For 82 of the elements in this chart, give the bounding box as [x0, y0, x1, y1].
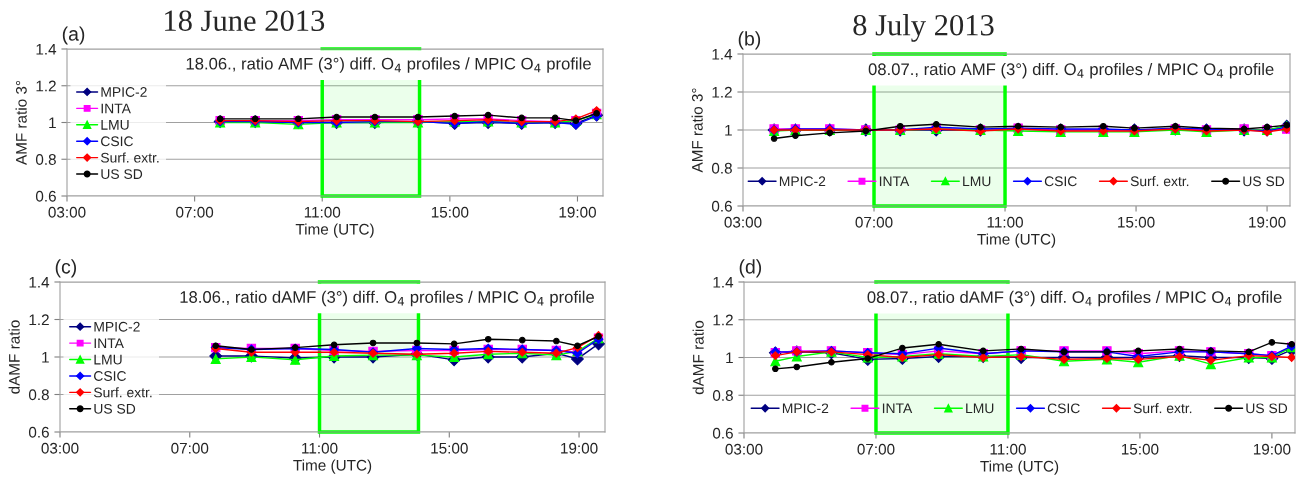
x-axis-title: Time (UTC)	[980, 460, 1059, 475]
y-tick-label: 1.2	[713, 314, 733, 326]
legend-label: MPIC-2	[101, 87, 147, 97]
y-axis-title: AMF ratio 3°	[691, 88, 703, 173]
legend-label: Surf. extr.	[93, 387, 152, 398]
y-tick-label: 1.2	[36, 80, 56, 92]
y-tick-label: 0.6	[28, 426, 49, 438]
legend-label: CSIC	[1044, 176, 1077, 187]
text: 8 July 2013	[853, 14, 994, 42]
y-tick-label: 1.2	[712, 86, 732, 98]
chart-title: 18.06., ratio dAMF (3°) diff. O$_{4}$ profiles / MPIC O$_{4}$ profile	[180, 290, 594, 307]
x-tick-label: 11:00	[304, 206, 341, 218]
x-tick-label: 07:00	[855, 216, 893, 228]
legend-label: Surf. extr.	[1130, 176, 1189, 187]
x-tick-label: 19:00	[1253, 443, 1291, 455]
x-tick-label: 03:00	[41, 442, 79, 454]
legend-label: Surf. extr.	[100, 152, 159, 163]
y-tick-label: 1.4	[713, 277, 734, 288]
legend-label: LMU	[966, 403, 994, 414]
y-axis-title: dAMF ratio	[8, 320, 20, 394]
x-tick-label: 03:00	[724, 216, 762, 228]
y-axis-title: dAMF ratio	[692, 320, 704, 395]
legend-label: MPIC-2	[94, 321, 140, 332]
text: (b)	[738, 31, 761, 50]
x-tick-label: 15:00	[1121, 443, 1159, 455]
text: (c)	[55, 259, 77, 278]
legend-label: US SD	[94, 403, 136, 414]
x-tick-label: 19:00	[559, 206, 596, 218]
y-tick-label: 0.6	[711, 200, 732, 212]
y-tick-label: 0.6	[712, 427, 733, 439]
x-tick-label: 19:00	[1249, 216, 1286, 228]
legend-label: INTA	[882, 403, 913, 414]
x-tick-label: 07:00	[171, 442, 209, 454]
x-axis-title: Time (UTC)	[977, 233, 1056, 248]
y-tick-label: 1	[726, 352, 733, 364]
chart-title: 08.07., ratio dAMF (3°) diff. O$_{4}$ profiles / MPIC O$_{4}$ profile	[867, 290, 1282, 307]
x-tick-label: 07:00	[176, 206, 214, 218]
y-tick-label: 0.8	[712, 390, 733, 401]
legend-label: Surf. extr.	[1133, 403, 1192, 414]
legend-label: LMU	[101, 120, 129, 130]
x-tick-label: 15:00	[431, 206, 469, 218]
y-tick-label: 1	[42, 352, 49, 363]
x-tick-label: 15:00	[1118, 216, 1155, 228]
x-axis-title: Time (UTC)	[293, 459, 372, 474]
y-tick-label: 1.2	[29, 314, 49, 326]
y-tick-label: 1.4	[29, 277, 50, 288]
chart-title: 18.06., ratio AMF (3°) diff. O$_{4}$ profiles / MPIC O$_{4}$ profile	[186, 57, 591, 73]
legend-label: US SD	[101, 169, 143, 180]
y-tick-label: 1.4	[712, 49, 733, 60]
legend-label: CSIC	[94, 371, 126, 381]
x-tick-label: 03:00	[725, 443, 763, 455]
x-tick-label: 03:00	[48, 206, 86, 218]
legend-label: US SD	[1246, 403, 1288, 414]
x-tick-label: 19:00	[561, 442, 598, 454]
x-axis-title: Time (UTC)	[295, 223, 374, 238]
legend-label: CSIC	[101, 136, 133, 147]
x-tick-label: 11:00	[987, 216, 1023, 228]
legend-label: LMU	[963, 176, 991, 187]
text: (a)	[62, 26, 85, 45]
legend-label: CSIC	[1047, 403, 1080, 414]
legend-label: US SD	[1243, 176, 1285, 187]
legend-label: LMU	[94, 354, 122, 365]
legend-label: INTA	[879, 176, 910, 187]
y-tick-label: 1	[49, 117, 56, 129]
y-axis-title: AMF ratio 3°	[15, 80, 27, 165]
y-tick-label: 0.6	[35, 190, 56, 202]
y-tick-label: 0.8	[711, 162, 732, 174]
x-tick-label: 07:00	[857, 443, 895, 455]
legend-label: INTA	[94, 338, 124, 348]
text: 18 June 2013	[165, 10, 325, 32]
legend-label: INTA	[101, 103, 131, 114]
legend-label: MPIC-2	[782, 403, 829, 414]
legend-label: MPIC-2	[779, 176, 826, 187]
y-tick-label: 0.8	[35, 154, 56, 165]
y-tick-label: 1.4	[36, 44, 57, 55]
y-tick-label: 0.8	[28, 389, 49, 401]
x-tick-label: 11:00	[990, 443, 1026, 455]
y-tick-label: 1	[725, 125, 732, 136]
chart-title: 08.07., ratio AMF (3°) diff. O$_{4}$ profiles / MPIC O$_{4}$ profile	[868, 62, 1274, 79]
text: (d)	[739, 259, 762, 278]
x-tick-label: 15:00	[431, 442, 468, 454]
x-tick-label: 11:00	[302, 442, 338, 454]
